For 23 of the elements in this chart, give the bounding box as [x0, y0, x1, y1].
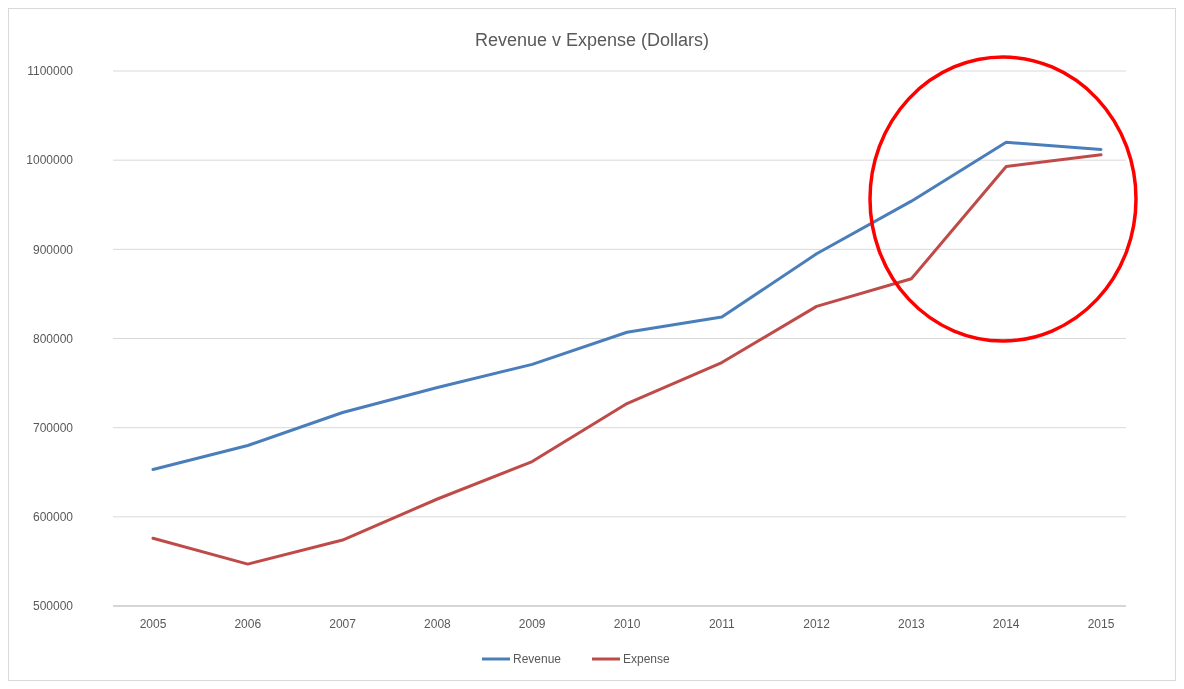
x-tick-label: 2008	[424, 617, 452, 631]
line-series	[151, 153, 1103, 566]
legend-label: Expense	[623, 652, 671, 667]
x-tick-label: 2005	[139, 617, 167, 631]
legend-label: Revenue	[513, 652, 562, 667]
chart-title: Revenue v Expense (Dollars)	[474, 30, 710, 50]
x-tick-label: 2011	[708, 617, 736, 631]
x-tick-label: 2014	[992, 617, 1020, 631]
x-tick-label: 2015	[1087, 617, 1115, 631]
y-tick-label: 1100000	[27, 64, 74, 79]
x-tick-label: 2012	[803, 617, 831, 631]
x-tick-label: 2006	[234, 617, 262, 631]
x-tick-label: 2013	[898, 617, 926, 631]
y-tick-label: 700000	[32, 420, 74, 435]
y-tick-label: 800000	[32, 331, 74, 346]
x-tick-label: 2007	[329, 617, 357, 631]
y-tick-label: 600000	[32, 510, 74, 525]
x-tick-label: 2009	[518, 617, 546, 631]
y-tick-label: 900000	[32, 242, 74, 257]
line-series	[151, 140, 1103, 472]
x-tick-label: 2010	[613, 617, 641, 631]
y-tick-label: 500000	[32, 599, 74, 614]
y-tick-label: 1000000	[26, 153, 74, 168]
